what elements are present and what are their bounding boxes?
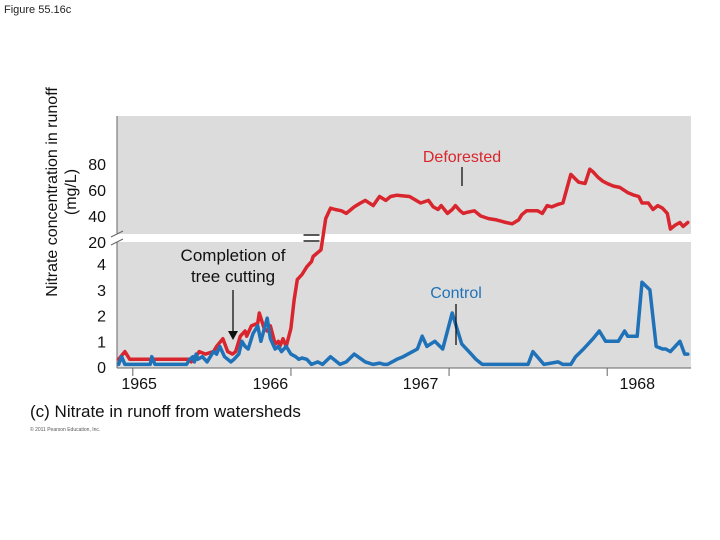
x-tick-label: 1966 xyxy=(253,376,289,393)
y-tick-label-upper: 60 xyxy=(88,183,106,200)
annotation-completion-line-1: Completion of xyxy=(181,246,286,265)
annotation-completion-line-2: tree cutting xyxy=(191,267,275,286)
y-tick-label-upper: 20 xyxy=(88,235,106,252)
annotation-deforested: Deforested xyxy=(423,149,501,166)
y-tick-label-upper: 80 xyxy=(88,157,106,174)
y-axis-break-mark xyxy=(110,230,124,238)
copyright-notice: © 2011 Pearson Education, Inc. xyxy=(30,427,101,433)
y-tick-label-upper: 40 xyxy=(88,209,106,226)
annotation-completion-arrowhead xyxy=(228,331,238,340)
y-tick-label-lower: 1 xyxy=(97,334,106,351)
y-axis-break-mark xyxy=(110,238,124,246)
annotation-control: Control xyxy=(430,285,482,302)
plot-background-upper xyxy=(117,116,691,234)
figure-caption: (c) Nitrate in runoff from watersheds xyxy=(30,402,301,421)
x-tick-label: 1968 xyxy=(619,376,655,393)
y-tick-label-lower: 2 xyxy=(97,309,106,326)
x-tick-label: 1967 xyxy=(403,376,439,393)
series-line-control xyxy=(116,280,690,367)
y-tick-label-lower: 0 xyxy=(97,360,106,377)
figure-label: Figure 55.16c xyxy=(4,4,72,16)
y-tick-label-lower: 4 xyxy=(97,257,106,274)
plot-background-lower xyxy=(117,242,691,368)
y-tick-label-lower: 3 xyxy=(97,283,106,300)
series-line-deforested xyxy=(116,167,690,364)
x-tick-label: 1965 xyxy=(121,376,157,393)
